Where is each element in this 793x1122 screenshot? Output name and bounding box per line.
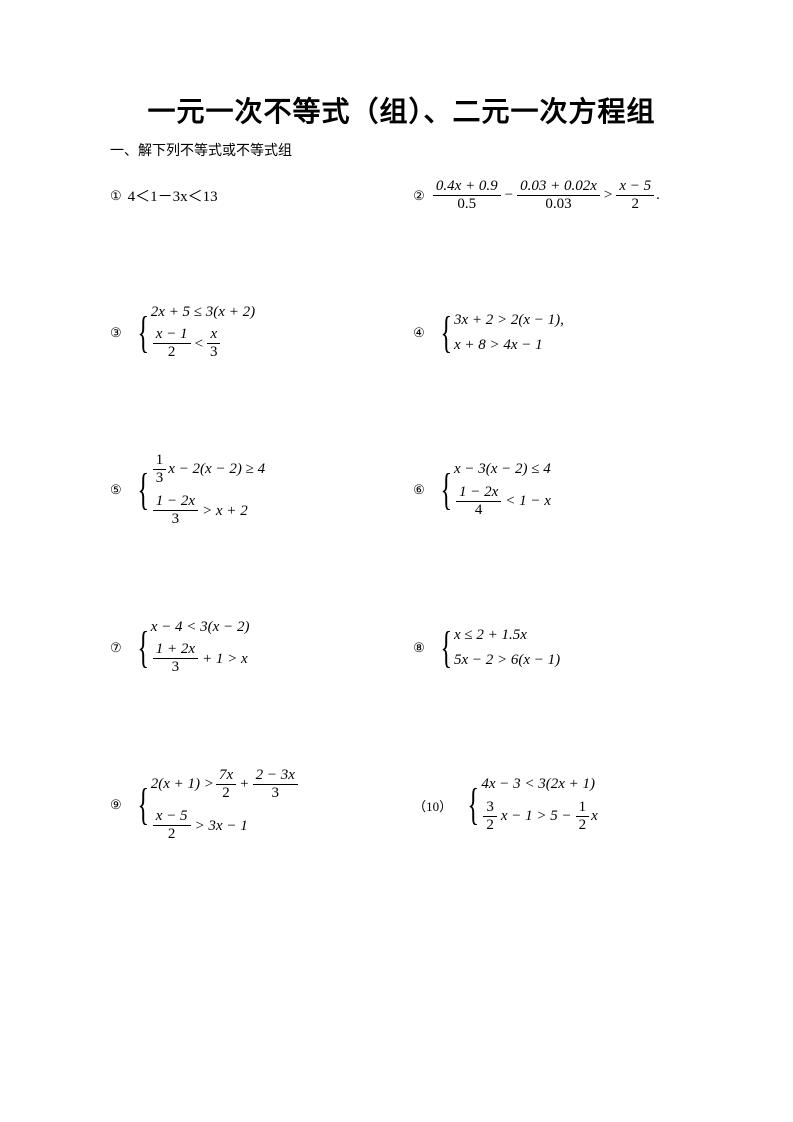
page: 一元一次不等式（组）、二元一次方程组 一、解下列不等式或不等式组 ① 4＜1－3… [0, 0, 793, 1122]
problem-7: ⑦ { x − 4 < 3(x − 2) 1 + 2x3 + 1 > x [110, 619, 390, 677]
row-3: ⑤ { 13 x − 2(x − 2) ≥ 4 1 − 2x3 > x + 2 … [110, 452, 693, 529]
brace-icon: { [137, 304, 149, 362]
expr: 4＜1－3x＜13 [128, 185, 218, 206]
problem-6: ⑥ { x − 3(x − 2) ≤ 4 1 − 2x4 < 1 − x [413, 452, 693, 529]
system: { 4x − 3 < 3(2x + 1) 32 x − 1 > 5 − 12 x [458, 776, 598, 834]
expr: 0.4x + 0.9 0.5 − 0.03 + 0.02x 0.03 > x −… [431, 178, 660, 214]
problem-label: ② [413, 188, 425, 204]
brace-icon: { [468, 776, 480, 834]
page-title: 一元一次不等式（组）、二元一次方程组 [110, 90, 693, 130]
problem-label: ① [110, 188, 122, 204]
problem-label: ③ [110, 325, 122, 341]
row-4: ⑦ { x − 4 < 3(x − 2) 1 + 2x3 + 1 > x ⑧ {… [110, 619, 693, 677]
problem-label: ⑧ [413, 640, 425, 656]
problem-label: ⑨ [110, 797, 122, 813]
problem-5: ⑤ { 13 x − 2(x − 2) ≥ 4 1 − 2x3 > x + 2 [110, 452, 390, 529]
brace-icon: { [137, 619, 149, 677]
problem-10: （10） { 4x − 3 < 3(2x + 1) 32 x − 1 > 5 −… [413, 767, 693, 844]
system: { 2x + 5 ≤ 3(x + 2) x − 12 < x3 [128, 304, 255, 362]
system: { x ≤ 2 + 1.5x 5x − 2 > 6(x − 1) [431, 626, 560, 670]
problem-label: ⑦ [110, 640, 122, 656]
fraction: x − 5 2 [616, 178, 654, 214]
brace-icon: { [440, 311, 452, 355]
brace-icon: { [440, 461, 452, 519]
system: { 2(x + 1) > 7x2 + 2 − 3x3 x − 52 > 3x −… [128, 767, 300, 844]
problem-label: （10） [413, 796, 452, 815]
problem-2: ② 0.4x + 0.9 0.5 − 0.03 + 0.02x 0.03 > x… [413, 178, 693, 214]
problem-9: ⑨ { 2(x + 1) > 7x2 + 2 − 3x3 x − 52 > 3x… [110, 767, 390, 844]
problem-label: ⑥ [413, 482, 425, 498]
section-heading: 一、解下列不等式或不等式组 [110, 140, 693, 160]
problem-1: ① 4＜1－3x＜13 [110, 178, 390, 214]
system: { 3x + 2 > 2(x − 1), x + 8 > 4x − 1 [431, 311, 564, 355]
problem-3: ③ { 2x + 5 ≤ 3(x + 2) x − 12 < x3 [110, 304, 390, 362]
brace-icon: { [137, 767, 149, 844]
row-1: ① 4＜1－3x＜13 ② 0.4x + 0.9 0.5 − 0.03 + 0.… [110, 178, 693, 214]
problem-4: ④ { 3x + 2 > 2(x − 1), x + 8 > 4x − 1 [413, 304, 693, 362]
problem-8: ⑧ { x ≤ 2 + 1.5x 5x − 2 > 6(x − 1) [413, 619, 693, 677]
brace-icon: { [440, 626, 452, 670]
system: { 13 x − 2(x − 2) ≥ 4 1 − 2x3 > x + 2 [128, 452, 265, 529]
row-5: ⑨ { 2(x + 1) > 7x2 + 2 − 3x3 x − 52 > 3x… [110, 767, 693, 844]
fraction: 0.03 + 0.02x 0.03 [517, 178, 600, 214]
row-2: ③ { 2x + 5 ≤ 3(x + 2) x − 12 < x3 ④ { 3x… [110, 304, 693, 362]
system: { x − 3(x − 2) ≤ 4 1 − 2x4 < 1 − x [431, 461, 551, 519]
problem-label: ⑤ [110, 482, 122, 498]
fraction: 0.4x + 0.9 0.5 [433, 178, 501, 214]
brace-icon: { [137, 452, 149, 529]
system: { x − 4 < 3(x − 2) 1 + 2x3 + 1 > x [128, 619, 250, 677]
problem-label: ④ [413, 325, 425, 341]
